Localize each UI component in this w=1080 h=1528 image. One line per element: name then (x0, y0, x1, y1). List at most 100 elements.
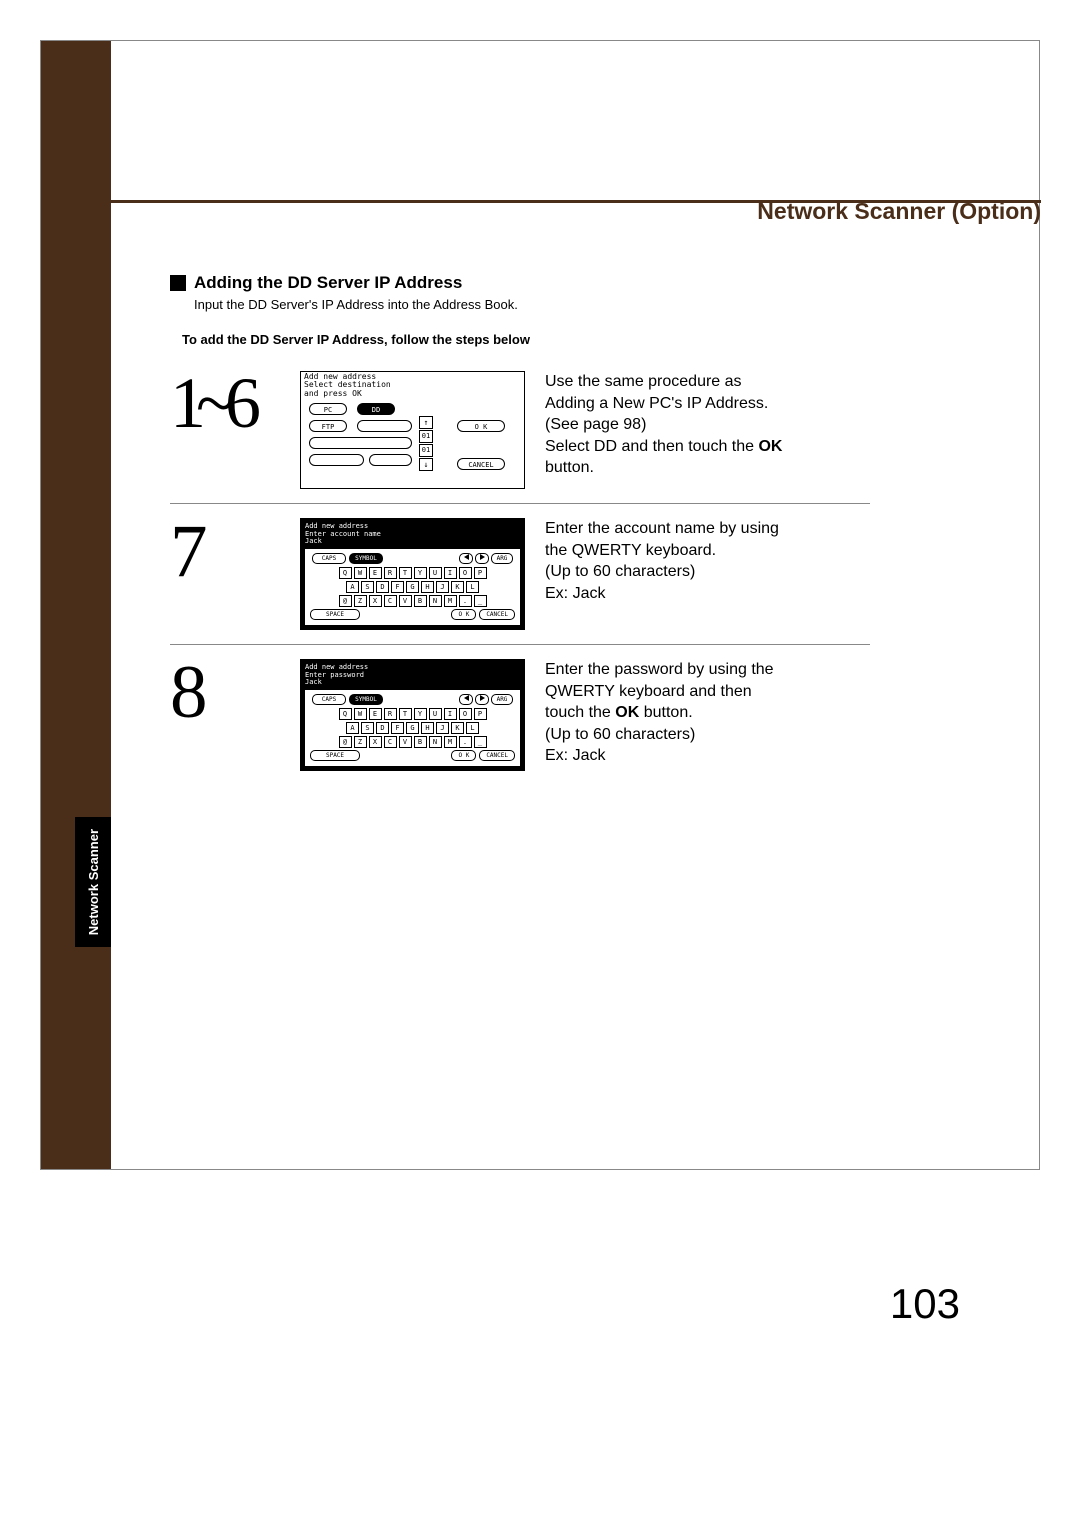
step1-screenshot: Add new address Select destination and p… (300, 371, 525, 489)
kb-key-r[interactable]: R (384, 708, 397, 720)
kb-key-t[interactable]: T (399, 708, 412, 720)
kb-key-a[interactable]: A (346, 722, 359, 734)
kb-key-u[interactable]: U (429, 567, 442, 579)
dd-button[interactable]: DD (357, 403, 395, 415)
kb-key-w[interactable]: W (354, 567, 367, 579)
s1-l1: Use the same procedure as (545, 373, 742, 390)
kb-key-t[interactable]: T (399, 567, 412, 579)
kb-key-p[interactable]: P (474, 567, 487, 579)
s1-l5: button. (545, 459, 594, 476)
kb-ok-button[interactable]: O K (451, 750, 476, 761)
kb-key-q[interactable]: Q (339, 567, 352, 579)
kb-key-o[interactable]: O (459, 708, 472, 720)
kb-key-o[interactable]: O (459, 567, 472, 579)
kb-key-p[interactable]: P (474, 708, 487, 720)
kb-key-i[interactable]: I (444, 567, 457, 579)
kb-row3: @ZXCVBNM._ (308, 595, 517, 607)
kb-row3: @ZXCVBNM._ (308, 736, 517, 748)
kb-key-c[interactable]: C (384, 736, 397, 748)
right-arrow-button[interactable] (475, 694, 489, 705)
symbol-button[interactable]: SYMBOL (349, 694, 383, 705)
kb-key-x[interactable]: X (369, 595, 382, 607)
kb-key-.[interactable]: . (459, 736, 472, 748)
kb-key-n[interactable]: N (429, 736, 442, 748)
kb-key-m[interactable]: M (444, 736, 457, 748)
kb-key-s[interactable]: S (361, 722, 374, 734)
kb-key-e[interactable]: E (369, 567, 382, 579)
left-arrow-button[interactable] (459, 694, 473, 705)
s3-l2: QWERTY keyboard and then (545, 683, 752, 700)
ftp-button[interactable]: FTP (309, 420, 347, 432)
kb-key-z[interactable]: Z (354, 595, 367, 607)
kb-key-c[interactable]: C (384, 595, 397, 607)
kb-key-d[interactable]: D (376, 722, 389, 734)
kb-key-j[interactable]: J (436, 722, 449, 734)
s3-l3c: button. (639, 704, 692, 721)
kb-key-a[interactable]: A (346, 581, 359, 593)
kb-key-l[interactable]: L (466, 722, 479, 734)
kb-key-g[interactable]: G (406, 722, 419, 734)
kb-key-l[interactable]: L (466, 581, 479, 593)
space-button[interactable]: SPACE (310, 609, 360, 620)
down-arrow-button[interactable]: ↓ (419, 458, 433, 471)
kb-key-y[interactable]: Y (414, 708, 427, 720)
right-arrow-button[interactable] (475, 553, 489, 564)
kb-key-q[interactable]: Q (339, 708, 352, 720)
kb-key-d[interactable]: D (376, 581, 389, 593)
kb-key-b[interactable]: B (414, 595, 427, 607)
kb-key-k[interactable]: K (451, 581, 464, 593)
kb-key-e[interactable]: E (369, 708, 382, 720)
kb-key-i[interactable]: I (444, 708, 457, 720)
s2-l2: the QWERTY keyboard. (545, 542, 716, 559)
kb-key-z[interactable]: Z (354, 736, 367, 748)
kb-key-.[interactable]: . (459, 595, 472, 607)
section-title: Adding the DD Server IP Address (194, 273, 462, 293)
kb-key-v[interactable]: V (399, 736, 412, 748)
kb-key-v[interactable]: V (399, 595, 412, 607)
kb-key-f[interactable]: F (391, 581, 404, 593)
kb-key-f[interactable]: F (391, 722, 404, 734)
kb-key-b[interactable]: B (414, 736, 427, 748)
caps-button[interactable]: CAPS (312, 553, 346, 564)
caps-button[interactable]: CAPS (312, 694, 346, 705)
left-arrow-button[interactable] (459, 553, 473, 564)
blank-field-3[interactable] (309, 454, 364, 466)
cancel-button[interactable]: CANCEL (457, 458, 505, 470)
kb-key-s[interactable]: S (361, 581, 374, 593)
blank-field-2[interactable] (309, 437, 412, 449)
arg-button[interactable]: ARG (491, 694, 513, 705)
step-number: 1~6 (170, 371, 300, 436)
up-arrow-button[interactable]: ↑ (419, 416, 433, 429)
kb-key-w[interactable]: W (354, 708, 367, 720)
s3-l5: Ex: Jack (545, 747, 605, 764)
kb-key-h[interactable]: H (421, 722, 434, 734)
symbol-button[interactable]: SYMBOL (349, 553, 383, 564)
kb2-line3: Jack (305, 679, 520, 687)
arg-button[interactable]: ARG (491, 553, 513, 564)
kb-key-j[interactable]: J (436, 581, 449, 593)
kb1-line2: Enter account name (305, 531, 520, 539)
kb-key-u[interactable]: U (429, 708, 442, 720)
ok-button[interactable]: O K (457, 420, 505, 432)
kb-key-x[interactable]: X (369, 736, 382, 748)
kb-key-n[interactable]: N (429, 595, 442, 607)
step-number: 7 (170, 518, 300, 586)
kb-key-g[interactable]: G (406, 581, 419, 593)
kb-cancel-button[interactable]: CANCEL (479, 609, 515, 620)
kb-key-_[interactable]: _ (474, 595, 487, 607)
kb-cancel-button[interactable]: CANCEL (479, 750, 515, 761)
kb-key-k[interactable]: K (451, 722, 464, 734)
kb-key-@[interactable]: @ (339, 736, 352, 748)
kb-ok-button[interactable]: O K (451, 609, 476, 620)
step1-text: Use the same procedure as Adding a New P… (545, 371, 870, 479)
pc-button[interactable]: PC (309, 403, 347, 415)
blank-field-1[interactable] (357, 420, 412, 432)
kb-key-_[interactable]: _ (474, 736, 487, 748)
kb-key-h[interactable]: H (421, 581, 434, 593)
kb-key-@[interactable]: @ (339, 595, 352, 607)
blank-field-4[interactable] (369, 454, 412, 466)
kb-key-m[interactable]: M (444, 595, 457, 607)
space-button[interactable]: SPACE (310, 750, 360, 761)
kb-key-r[interactable]: R (384, 567, 397, 579)
kb-key-y[interactable]: Y (414, 567, 427, 579)
